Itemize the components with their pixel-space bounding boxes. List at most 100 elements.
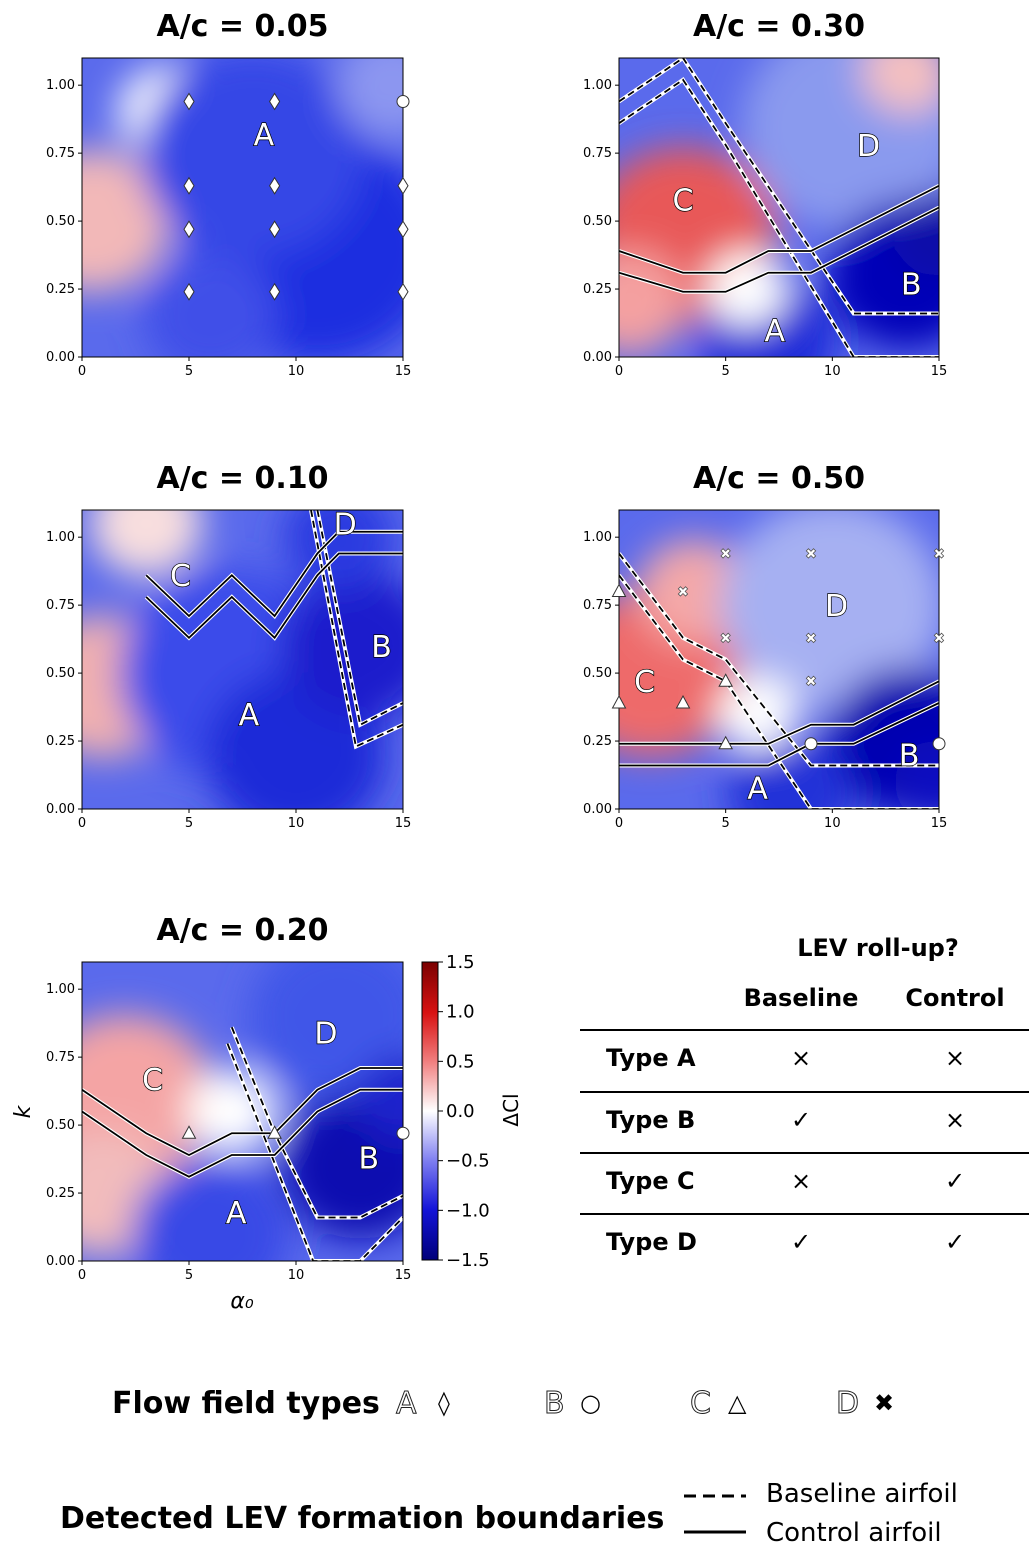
control-boundary	[619, 680, 939, 745]
region-label: D	[825, 589, 848, 624]
marker-diamond	[183, 92, 195, 111]
marker-triangle	[718, 673, 734, 687]
marker-circle	[396, 94, 410, 108]
heat-field	[619, 58, 939, 357]
x-tick-label: 10	[288, 364, 305, 379]
marker-triangle	[718, 735, 734, 750]
x-tick-label: 15	[931, 816, 948, 831]
marker-triangle	[611, 694, 627, 709]
x-tick-label: 5	[185, 816, 193, 831]
marker-cross: ✖	[677, 585, 689, 601]
x-tick-label: 5	[722, 816, 730, 831]
baseline-boundary	[619, 78, 939, 357]
cross-icon: ✖	[874, 1389, 894, 1417]
table-row: Type D ✓ ✓	[606, 1228, 965, 1256]
marker-diamond	[397, 282, 409, 301]
row-baseline: ×	[791, 1044, 811, 1072]
boundary-legend-title: Detected LEV formation boundaries	[60, 1501, 664, 1536]
control-boundary	[619, 206, 939, 293]
row-baseline: ×	[791, 1167, 811, 1195]
y-tick-label: 0.00	[583, 350, 612, 365]
x-tick-label: 5	[722, 364, 730, 379]
heatmap-panel: A/c = 0.50 0 5 10 15 0.00 0.25 0.50 0.75 1.00 C D B A…	[583, 461, 948, 831]
y-tick-label: 0.25	[46, 734, 75, 749]
heatmap-panel: A/c = 0.30 0 5 10 15 0.00 0.25 0.50 0.75 1.00 C D B A	[583, 9, 947, 379]
flow-legend-title: Flow field types	[112, 1386, 380, 1421]
heatmap-panel: A/c = 0.20 0 5 10 15 0.00 0.25 0.50 0.75 1.00 C D B A	[46, 913, 412, 1283]
x-axis-label: α₀	[230, 1289, 254, 1314]
diamond-icon: ◊	[438, 1389, 450, 1417]
heat-field	[82, 962, 403, 1261]
y-tick-label: 0.00	[583, 802, 612, 817]
region-label: A	[239, 698, 260, 733]
row-type: Type C	[606, 1167, 695, 1195]
baseline-boundary	[230, 1026, 403, 1219]
plot-frame	[81, 57, 404, 358]
y-tick-label: 0.50	[46, 214, 75, 229]
x-tick-label: 10	[288, 1268, 305, 1283]
colorbar-tick-label: 0.0	[446, 1101, 475, 1122]
y-tick-label: 1.00	[46, 530, 75, 545]
y-tick-label: 0.75	[46, 598, 75, 613]
region-label: B	[358, 1142, 379, 1177]
x-tick-label: 10	[824, 364, 841, 379]
y-tick-label: 0.25	[46, 282, 75, 297]
y-tick-label: 0.00	[46, 1254, 75, 1269]
row-baseline: ✓	[791, 1228, 811, 1256]
y-tick-label: 0.50	[46, 666, 75, 681]
plot-frame	[81, 961, 404, 1262]
marker-diamond	[183, 282, 195, 301]
panel-title: A/c = 0.30	[693, 9, 865, 44]
y-tick-label: 0.00	[46, 350, 75, 365]
col-control: Control	[905, 984, 1004, 1012]
baseline-boundary	[316, 510, 403, 727]
y-tick-label: 0.75	[583, 598, 612, 613]
y-tick-label: 0.00	[46, 802, 75, 817]
panel-title: A/c = 0.50	[693, 461, 865, 496]
baseline-boundary	[310, 510, 403, 748]
x-tick-label: 0	[615, 816, 623, 831]
x-tick-label: 0	[78, 364, 86, 379]
control-boundary	[145, 552, 403, 640]
control-legend-label: Control airfoil	[766, 1518, 942, 1548]
region-label: C	[170, 559, 191, 594]
flow-item-letter: C	[690, 1386, 711, 1421]
row-control: ✓	[945, 1167, 965, 1195]
marker-diamond	[269, 282, 281, 301]
panel-title: A/c = 0.05	[156, 9, 328, 44]
colorbar-tick-label: 1.5	[446, 952, 475, 973]
marker-diamond	[269, 220, 281, 239]
marker-cross: ✖	[805, 631, 817, 647]
plot-frame	[81, 509, 404, 810]
control-boundary	[82, 1067, 403, 1157]
marker-diamond	[183, 176, 195, 195]
panel-title: A/c = 0.10	[156, 461, 328, 496]
marker-cross: ✖	[933, 546, 945, 562]
y-tick-label: 1.00	[46, 982, 75, 997]
baseline-boundary	[226, 1043, 403, 1261]
marker-triangle	[267, 1125, 282, 1139]
region-label: C	[634, 665, 655, 700]
table-title: LEV roll-up?	[797, 934, 959, 962]
row-control: ✓	[945, 1228, 965, 1256]
heat-field	[82, 510, 403, 809]
plot-frame	[618, 509, 940, 810]
y-tick-label: 0.25	[583, 734, 612, 749]
flow-item-letter: B	[544, 1386, 565, 1421]
x-tick-label: 10	[824, 816, 841, 831]
marker-diamond	[183, 220, 195, 239]
x-tick-label: 0	[615, 364, 623, 379]
marker-triangle	[611, 583, 627, 598]
marker-cross: ✖	[805, 546, 817, 562]
triangle-icon: △	[728, 1389, 747, 1417]
heatmap-panel: A/c = 0.05 0 5 10 15 0.00 0.25 0.50 0.75 1.00 A	[46, 9, 411, 379]
table-row: Type C × ✓	[606, 1167, 965, 1195]
region-label: B	[901, 268, 922, 303]
x-tick-label: 15	[395, 1268, 412, 1283]
marker-cross: ✖	[720, 546, 732, 562]
baseline-boundary	[619, 552, 939, 767]
table-row: Type B ✓ ×	[606, 1106, 965, 1134]
plot-frame	[618, 57, 940, 358]
row-type: Type A	[606, 1044, 696, 1072]
heatmap-panel: A/c = 0.10 0 5 10 15 0.00 0.25 0.50 0.75 1.00 C D B A	[46, 461, 411, 831]
